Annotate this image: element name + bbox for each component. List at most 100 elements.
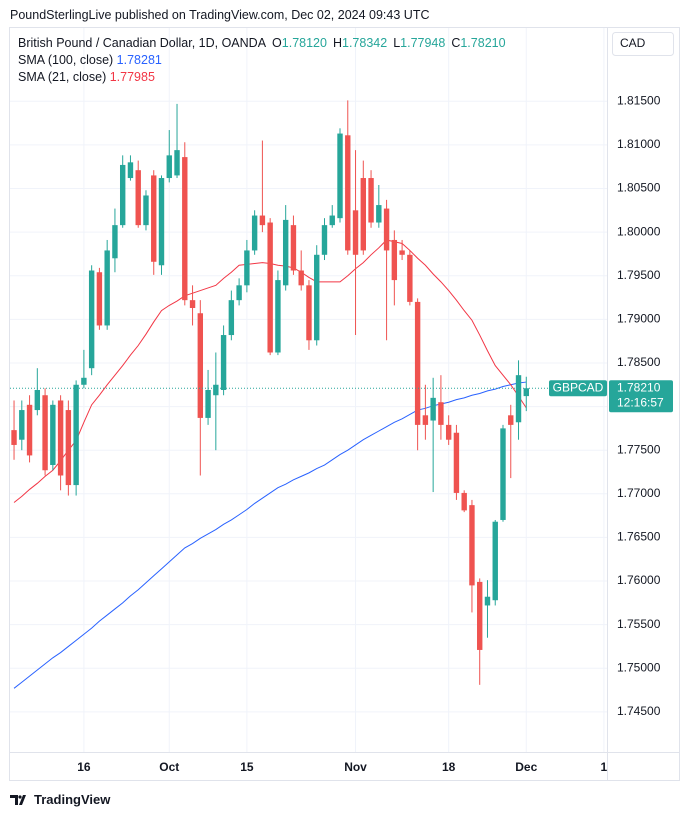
candle	[360, 160, 366, 255]
candle	[515, 360, 522, 440]
candle	[407, 250, 413, 306]
candle	[119, 155, 126, 228]
candle	[383, 199, 390, 341]
candle	[414, 298, 421, 451]
candle-body	[484, 596, 491, 606]
candle	[19, 400, 25, 451]
candle	[112, 208, 118, 273]
candle-body	[352, 210, 359, 255]
candle-body	[329, 215, 335, 226]
y-tick-label: 1.74500	[617, 704, 661, 718]
ohlc-key: O	[272, 36, 282, 50]
y-tick-label: 1.76000	[617, 573, 661, 587]
sma-row: SMA (21, close) 1.77985	[18, 69, 506, 86]
candle-body	[197, 313, 204, 418]
candle	[127, 155, 134, 181]
candle-body	[275, 280, 281, 353]
candle	[96, 267, 103, 330]
candle	[228, 290, 235, 341]
x-tick-label: 16	[77, 760, 91, 774]
candle	[143, 190, 149, 231]
ohlc-key: H	[332, 36, 342, 50]
candle	[50, 400, 56, 471]
candle	[508, 404, 514, 479]
header: PoundSterlingLive published on TradingVi…	[10, 8, 430, 22]
candle-body	[282, 219, 289, 286]
candle-body	[492, 521, 498, 601]
candle	[251, 210, 258, 255]
currency-box[interactable]	[612, 32, 674, 56]
candle	[158, 175, 165, 275]
countdown-label: 12:16:57	[617, 395, 664, 409]
candle-body	[337, 133, 343, 219]
y-tick-label: 1.81500	[617, 93, 661, 107]
candle-body	[104, 250, 110, 326]
candle-body	[65, 410, 72, 486]
y-tick-label: 1.79500	[617, 268, 661, 282]
candle-body	[166, 155, 172, 179]
y-tick-label: 1.81000	[617, 137, 661, 151]
series-name: SMA (100, close)	[18, 53, 114, 67]
candle	[236, 278, 242, 306]
candle-body	[391, 239, 398, 281]
candle	[11, 400, 17, 460]
candle-body	[306, 285, 312, 341]
candle	[484, 580, 491, 638]
candle-body	[112, 225, 118, 259]
tv-logo	[10, 795, 26, 805]
x-tick-label: Nov	[344, 760, 367, 774]
candle	[329, 205, 335, 228]
candle	[73, 380, 79, 496]
candle	[135, 160, 141, 228]
candle	[477, 578, 483, 685]
y-tick-label: 1.80000	[617, 224, 661, 238]
candle	[492, 519, 498, 606]
candle	[453, 424, 460, 500]
candle-body	[298, 270, 304, 286]
candle-body	[461, 492, 467, 511]
y-tick-label: 1.77500	[617, 442, 661, 456]
candle-body	[143, 195, 149, 226]
symbol-tag-label: GBPCAD	[553, 380, 604, 394]
y-tick-label: 1.77000	[617, 486, 661, 500]
candle-body	[50, 404, 56, 466]
legend: British Pound / Canadian Dollar, 1D, OAN…	[18, 35, 506, 86]
candle-body	[189, 300, 196, 309]
candle	[174, 103, 180, 179]
candle-body	[414, 301, 421, 425]
candle-body	[81, 377, 87, 385]
candle-body	[88, 270, 95, 369]
candle	[290, 215, 297, 275]
candle	[438, 375, 444, 440]
candle	[244, 239, 250, 293]
candle-body	[220, 335, 227, 390]
candle-body	[368, 178, 374, 223]
candle-body	[399, 250, 405, 255]
candle-body	[345, 135, 351, 251]
candle-body	[290, 225, 297, 271]
candle-body	[422, 415, 429, 425]
candle-body	[127, 162, 134, 179]
candle-body	[236, 285, 242, 301]
candle	[306, 280, 312, 350]
price-tag	[609, 380, 673, 413]
candle-body	[151, 175, 157, 262]
price-tag-label: 1.78210	[617, 380, 661, 394]
y-tick-label: 1.75000	[617, 660, 661, 674]
candle	[376, 185, 382, 228]
x-tick-label: 18	[442, 760, 456, 774]
candle	[205, 369, 211, 425]
y-tick-label: 1.79000	[617, 312, 661, 326]
candle	[259, 140, 266, 233]
footer: TradingView	[34, 792, 111, 807]
candle-body	[445, 424, 452, 440]
symbol-tag	[549, 380, 607, 397]
candle	[42, 388, 48, 476]
candle-body	[523, 388, 529, 397]
x-tick-label: 15	[240, 760, 254, 774]
frame	[9, 27, 680, 781]
candle-body	[453, 432, 460, 493]
candle	[267, 218, 273, 356]
candle	[321, 218, 328, 261]
